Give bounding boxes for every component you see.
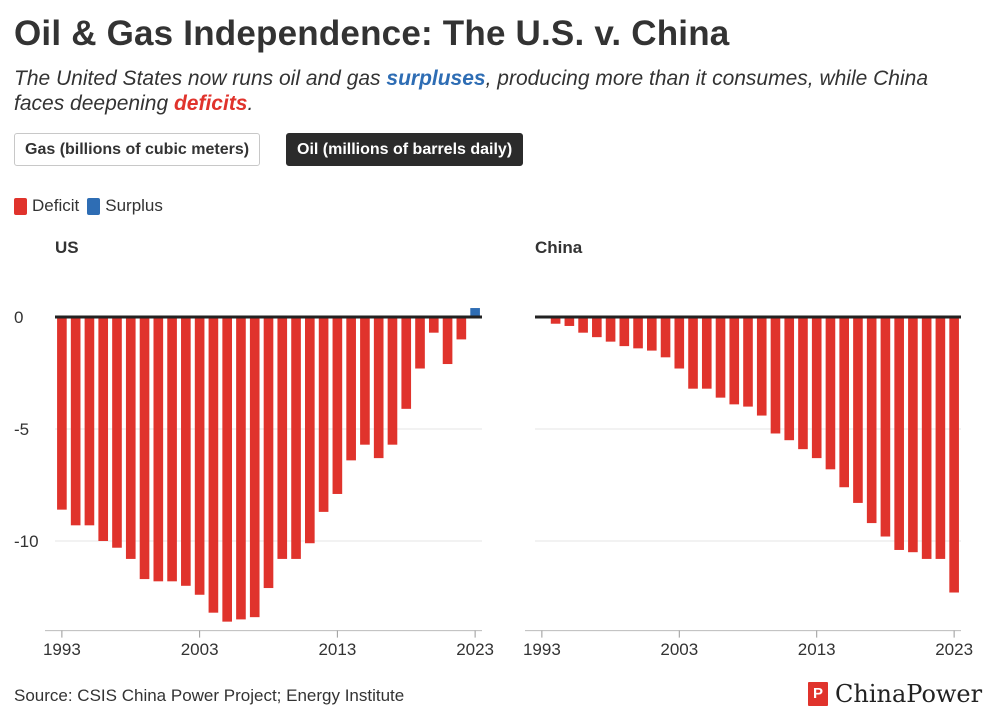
deficit-swatch-icon: [14, 197, 27, 215]
bar-china-2005: [701, 317, 712, 389]
subtitle-surplus-word: surpluses: [386, 67, 486, 90]
bar-china-2012: [798, 317, 808, 450]
legend-surplus-label: Surplus: [105, 196, 163, 215]
bar-us-2004: [208, 317, 219, 613]
bar-us-2002: [181, 317, 191, 586]
bar-china-2011: [784, 317, 795, 441]
bar-china-1995: [564, 317, 575, 326]
bar-us-2009: [277, 317, 288, 559]
bar-china-1997: [592, 317, 602, 338]
legend-item-surplus[interactable]: Surplus: [87, 196, 163, 216]
bar-us-2014: [346, 317, 356, 461]
bar-china-2021: [921, 317, 932, 559]
x-tick-label: 2003: [660, 640, 698, 659]
subtitle-text-2: , producing more than it consumes, while…: [14, 67, 929, 115]
bar-china-2006: [715, 317, 726, 398]
bar-us-2023: [470, 308, 480, 317]
subtitle-deficit-word: deficits: [173, 92, 248, 115]
bar-china-2019: [894, 317, 904, 550]
bar-us-1998: [125, 317, 136, 559]
bar-us-2019: [415, 317, 425, 369]
bar-china-2001: [647, 317, 657, 351]
bar-china-2016: [853, 317, 863, 503]
bar-china-1996: [578, 317, 588, 333]
source-note: Source: CSIS China Power Project; Energy…: [14, 686, 405, 705]
bar-china-2018: [880, 317, 891, 537]
chinapower-logo-text: ChinaPower: [835, 680, 983, 708]
bar-china-2017: [866, 317, 877, 524]
bar-us-2010: [291, 317, 301, 559]
x-tick-label: 2023: [456, 640, 494, 659]
bar-us-2020: [428, 317, 439, 333]
bar-us-2011: [305, 317, 315, 544]
legend: Deficit Surplus: [14, 196, 171, 216]
y-tick-label: 0: [14, 308, 23, 327]
bar-china-2023: [949, 317, 959, 593]
bar-china-2002: [660, 317, 671, 358]
bar-china-2015: [839, 317, 849, 488]
bar-china-1994: [550, 317, 561, 324]
bar-us-1999: [139, 317, 150, 580]
bar-us-2005: [222, 317, 232, 622]
x-tick-label: 2013: [318, 640, 356, 659]
bar-us-1993: [57, 317, 67, 510]
x-tick-label: 2013: [798, 640, 836, 659]
chinapower-logo[interactable]: P ChinaPower: [808, 680, 982, 708]
surplus-swatch-icon: [87, 197, 101, 215]
x-tick-label: 1993: [523, 640, 561, 659]
bar-us-2001: [167, 317, 177, 582]
bar-china-2009: [756, 317, 767, 416]
bar-us-1996: [98, 317, 109, 541]
x-tick-label: 2003: [181, 640, 219, 659]
bar-us-2007: [249, 317, 260, 618]
bar-china-2020: [908, 317, 918, 553]
bar-us-2006: [236, 317, 246, 620]
bar-china-1999: [619, 317, 630, 347]
chart-subtitle: The United States now runs oil and gas s…: [14, 66, 974, 116]
chart-title: Oil & Gas Independence: The U.S. v. Chin…: [14, 14, 730, 53]
bar-us-2022: [456, 317, 467, 340]
bar-china-2004: [688, 317, 698, 389]
bar-china-2003: [674, 317, 685, 369]
gas-toggle-button[interactable]: Gas (billions of cubic meters): [14, 133, 261, 166]
bar-china-2008: [743, 317, 753, 407]
bar-us-1994: [70, 317, 81, 526]
bar-us-2003: [194, 317, 205, 595]
bar-us-1995: [84, 317, 95, 526]
legend-deficit-label: Deficit: [32, 196, 80, 215]
x-tick-label: 2023: [935, 640, 973, 659]
bar-us-2015: [360, 317, 370, 445]
bar-china-2014: [825, 317, 836, 470]
bar-china-2010: [770, 317, 781, 434]
y-tick-label: -5: [14, 420, 29, 439]
chinapower-logo-icon: P: [808, 682, 828, 706]
y-tick-label: -10: [14, 532, 39, 551]
subtitle-text-3: .: [247, 92, 254, 115]
bar-china-2007: [729, 317, 740, 405]
bar-us-2000: [153, 317, 164, 582]
panel-title-china: China: [535, 238, 583, 257]
bar-us-1997: [112, 317, 122, 548]
bar-china-2013: [811, 317, 822, 459]
bar-us-2012: [318, 317, 329, 512]
subtitle-text-1: The United States now runs oil and gas: [14, 67, 387, 90]
bar-us-2017: [387, 317, 398, 445]
oil-toggle-button[interactable]: Oil (millions of barrels daily): [286, 133, 524, 166]
bar-us-2013: [332, 317, 343, 494]
bar-china-1998: [605, 317, 616, 342]
bar-china-2000: [633, 317, 643, 349]
bar-china-2022: [935, 317, 946, 559]
bar-us-2016: [373, 317, 384, 459]
legend-item-deficit[interactable]: Deficit: [14, 196, 79, 216]
bar-us-2021: [442, 317, 453, 365]
x-tick-label: 1993: [43, 640, 81, 659]
bar-us-2008: [263, 317, 274, 589]
panel-title-us: US: [55, 238, 79, 257]
bar-us-2018: [401, 317, 412, 409]
